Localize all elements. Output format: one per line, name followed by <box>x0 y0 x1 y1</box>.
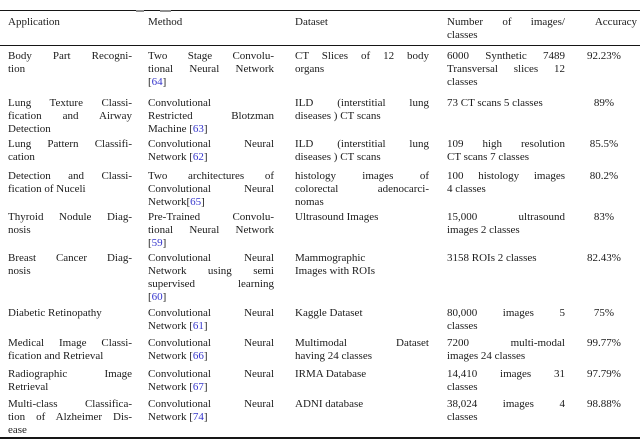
cell-dataset: IRMA Database <box>295 367 367 380</box>
citation-ref[interactable]: 65 <box>190 195 202 208</box>
cell-application: Radiographic Image Retrieval <box>8 367 132 393</box>
cell-accuracy: 82.43% <box>587 251 621 264</box>
column-header-number-of-images: Number of images/classes <box>447 16 565 41</box>
cell-application: Lung Texture Classi-fication and Airway D… <box>8 96 132 135</box>
table-header-rule <box>0 44 640 46</box>
paper-page: { "table": { "citation_color": "#3434cc"… <box>0 10 640 441</box>
table-row: Multi-class Classifica-tion of Alzheimer… <box>0 394 640 437</box>
cell-method: Two Stage Convolu-tional Neural Network[… <box>148 49 274 88</box>
cell-accuracy: 83% <box>593 210 615 223</box>
cell-dataset: ILD (interstitial lung diseases ) CT scan… <box>295 137 429 163</box>
cell-accuracy: 98.88% <box>587 397 621 410</box>
citation-ref[interactable]: 60 <box>151 290 163 303</box>
table-row: Detection and Classi-fication of Nuceli … <box>0 164 640 209</box>
table-row: Lung Texture Classi-fication and Airway D… <box>0 89 640 136</box>
citation-ref[interactable]: 63 <box>192 122 204 135</box>
citation-ref[interactable]: 66 <box>192 349 204 362</box>
cell-application: Body Part Recogni-tion <box>8 49 132 75</box>
cell-application: Multi-class Classifica-tion of Alzheimer… <box>8 397 132 436</box>
table-header-row: Application Method Dataset Number of ima… <box>0 11 640 45</box>
cell-application: Diabetic Retinopathy <box>8 306 102 319</box>
cell-accuracy: 80.2% <box>589 169 619 182</box>
cell-number-of-images: 6000 Synthetic 7489 Transversal slices 12… <box>447 49 565 88</box>
column-header-dataset: Dataset <box>295 16 328 28</box>
table-row: Body Part Recogni-tion Two Stage Convolu… <box>0 46 640 89</box>
citation-ref[interactable]: 67 <box>192 380 204 393</box>
table-top-rule <box>0 10 640 11</box>
cell-application: Thyroid Nodule Diag-nosis <box>8 210 132 236</box>
cell-number-of-images: 15,000 ultrasound images 2 classes <box>447 210 565 236</box>
cell-accuracy: 97.79% <box>587 367 621 380</box>
cell-method: Two architectures of Convolutional Neural… <box>148 169 274 208</box>
cell-number-of-images: 14,410 images 31 classes <box>447 367 565 393</box>
cell-accuracy: 92.23% <box>587 49 621 62</box>
cell-method: Convolutional Neural Network [74] <box>148 397 274 423</box>
cell-dataset: Kaggle Dataset <box>295 306 363 319</box>
cell-application: Detection and Classi-fication of Nuceli <box>8 169 132 195</box>
cell-dataset: ILD (interstitial lung diseases ) CT scan… <box>295 96 429 122</box>
cell-method: Convolutional Neural Network using semi su… <box>148 251 274 303</box>
cell-application: Lung Pattern Classifi-cation <box>8 137 132 163</box>
cell-number-of-images: 7200 multi-modal images 24 classes <box>447 336 565 362</box>
citation-ref[interactable]: 61 <box>192 319 204 332</box>
cell-dataset: Multimodal Dataset having 24 classes <box>295 336 429 362</box>
table-bottom-rule <box>0 436 640 439</box>
cell-method: Convolutional Neural Network [67] <box>148 367 274 393</box>
cell-dataset: ADNI database <box>295 397 364 410</box>
cell-dataset: CT Slices of 12 body organs <box>295 49 429 75</box>
cell-number-of-images: 38,024 images 4 classes <box>447 397 565 423</box>
cell-dataset: Ultrasound Images <box>295 210 379 223</box>
cell-method: Convolutional Neural Network [62] <box>148 137 274 163</box>
cell-accuracy: 89% <box>593 96 615 109</box>
cell-dataset: histology images of colorectal adenocarci… <box>295 169 429 208</box>
citation-ref[interactable]: 74 <box>192 410 204 423</box>
cell-accuracy: 99.77% <box>587 336 621 349</box>
table-row: Breast Cancer Diag-nosis Convolutional N… <box>0 250 640 304</box>
cell-method: Convolutional Restricted Blotzman Machine … <box>148 96 274 135</box>
clipped-caption-fragment <box>160 10 171 12</box>
clipped-caption-fragment <box>136 10 144 12</box>
table-row: Diabetic Retinopathy Convolutional Neura… <box>0 304 640 333</box>
column-header-application: Application <box>8 16 60 28</box>
cell-accuracy: 85.5% <box>589 137 619 150</box>
cell-dataset: Mammographic Images with ROIs <box>295 251 376 277</box>
column-header-method: Method <box>148 16 183 28</box>
cell-accuracy: 75% <box>593 306 615 319</box>
cell-number-of-images: 100 histology images 4 classes <box>447 169 565 195</box>
citation-ref[interactable]: 59 <box>151 236 163 249</box>
column-header-accuracy: Accuracy <box>594 16 637 28</box>
citation-ref[interactable]: 64 <box>151 75 163 88</box>
citation-ref[interactable]: 62 <box>192 150 204 163</box>
table-row: Thyroid Nodule Diag-nosis Pre-Trained Co… <box>0 209 640 250</box>
cell-number-of-images: 73 CT scans 5 classes <box>447 96 543 109</box>
cell-method: Convolutional Neural Network [61] <box>148 306 274 332</box>
cell-number-of-images: 80,000 images 5 classes <box>447 306 565 332</box>
table-row: Lung Pattern Classifi-cation Convolution… <box>0 136 640 164</box>
table-row: Medical Image Classi-fication and Retrie… <box>0 333 640 363</box>
cell-application: Breast Cancer Diag-nosis <box>8 251 132 277</box>
table-row: Radiographic Image Retrieval Convolutiona… <box>0 363 640 394</box>
cell-application: Medical Image Classi-fication and Retrie… <box>8 336 132 362</box>
cell-method: Pre-Trained Convolu-tional Neural Networ… <box>148 210 274 249</box>
cell-method: Convolutional Neural Network [66] <box>148 336 274 362</box>
cell-number-of-images: 109 high resolution CT scans 7 classes <box>447 137 565 163</box>
cell-number-of-images: 3158 ROIs 2 classes <box>447 251 537 264</box>
